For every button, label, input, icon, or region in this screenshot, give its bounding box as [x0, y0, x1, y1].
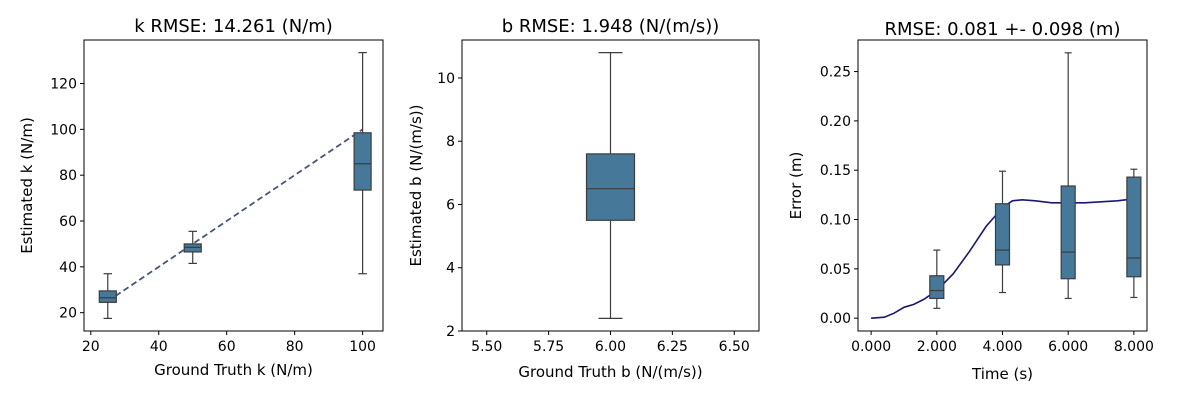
panel-error-over-time: RMSE: 0.081 +- 0.098 (m) Time (s) Error …	[787, 19, 1154, 383]
box-iqr	[929, 275, 945, 300]
y-tick-label: 0.00	[820, 311, 851, 327]
box-plot	[929, 249, 945, 309]
box-plot	[1060, 52, 1076, 300]
box-plot	[994, 170, 1011, 294]
chart-title: b RMSE: 1.948 (N/(m/s))	[502, 16, 720, 37]
x-tick-label: 80	[286, 339, 304, 355]
x-tick-label: 60	[218, 339, 236, 355]
y-tick-label: 120	[50, 77, 77, 93]
box-iqr	[98, 290, 117, 303]
x-tick-label: 6.00	[595, 339, 626, 355]
panel-b-estimation: b RMSE: 1.948 (N/(m/s)) Ground Truth b (…	[407, 16, 760, 381]
x-tick-label: 4.000	[982, 339, 1022, 355]
x-tick-label: 6.50	[719, 339, 750, 355]
box-iqr	[994, 203, 1011, 266]
y-tick-label: 0.15	[820, 163, 851, 179]
x-axis-label: Time (s)	[971, 365, 1033, 383]
y-tick-label: 0.05	[820, 262, 851, 278]
y-tick-label: 10	[437, 71, 455, 87]
box-plot	[353, 52, 372, 275]
x-tick-label: 40	[150, 339, 168, 355]
box-iqr	[353, 132, 372, 191]
axes-frame	[461, 39, 760, 332]
y-tick-label: 4	[446, 261, 455, 277]
panel-k-estimation: k RMSE: 14.261 (N/m) Ground Truth k (N/m…	[18, 16, 384, 379]
y-tick-label: 80	[59, 168, 77, 184]
x-tick-label: 20	[82, 339, 100, 355]
y-tick-label: 60	[59, 214, 77, 230]
y-tick-label: 0.10	[820, 213, 851, 229]
y-tick-label: 2	[446, 324, 455, 340]
box-iqr	[585, 153, 636, 221]
box-iqr	[1126, 176, 1142, 278]
y-tick-label: 40	[59, 260, 77, 276]
box-plot	[183, 230, 202, 265]
y-tick-label: 20	[59, 306, 77, 322]
x-tick-label: 8.000	[1114, 339, 1154, 355]
x-tick-label: 6.25	[657, 339, 688, 355]
axes-frame	[857, 39, 1148, 332]
x-axis-label: Ground Truth b (N/(m/s))	[518, 363, 702, 381]
x-tick-label: 6.000	[1048, 339, 1088, 355]
box-plot	[98, 273, 117, 319]
y-axis-label: Estimated k (N/m)	[18, 117, 36, 254]
reference-line	[107, 128, 364, 302]
chart-title: RMSE: 0.081 +- 0.098 (m)	[884, 19, 1120, 40]
y-tick-label: 0.25	[820, 65, 851, 81]
x-axis-label: Ground Truth k (N/m)	[154, 361, 313, 379]
x-tick-label: 5.75	[533, 339, 564, 355]
box-plot	[1126, 168, 1142, 299]
y-tick-label: 0.20	[820, 114, 851, 130]
x-tick-label: 5.50	[471, 339, 502, 355]
y-axis-label: Error (m)	[787, 152, 805, 220]
chart-title: k RMSE: 14.261 (N/m)	[134, 16, 333, 37]
y-tick-label: 8	[446, 134, 455, 150]
box-plot	[585, 52, 636, 319]
error-line	[871, 198, 1134, 319]
y-tick-label: 6	[446, 197, 455, 213]
x-tick-label: 2.000	[917, 339, 957, 355]
box-iqr	[1060, 185, 1076, 280]
axes-frame	[83, 39, 384, 332]
y-axis-label: Estimated b (N/(m/s))	[407, 105, 425, 267]
y-tick-label: 100	[50, 122, 77, 138]
x-tick-label: 100	[349, 339, 376, 355]
x-tick-label: 0.000	[851, 339, 891, 355]
